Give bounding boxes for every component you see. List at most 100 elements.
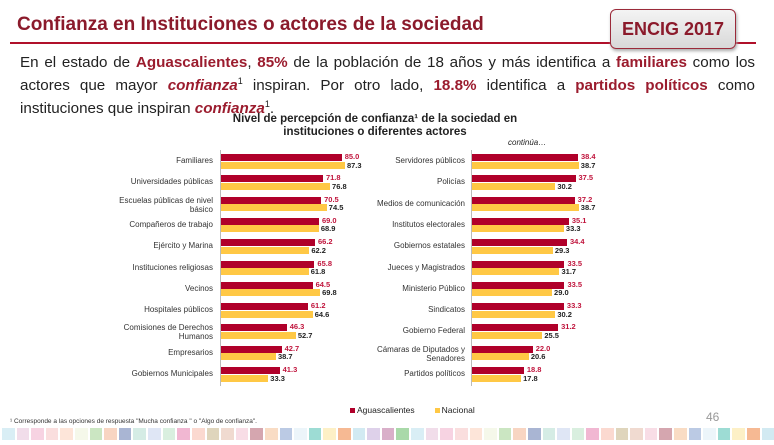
value-label: 33.3 [565, 224, 581, 234]
bar-aguascalientes [472, 281, 565, 289]
decorative-tile [133, 428, 147, 440]
category-label: Comisiones de Derechos Humanos [123, 323, 213, 342]
bar-nacional [221, 353, 276, 361]
value-label: 42.7 [284, 343, 300, 353]
category-label: Partidos políticos [404, 369, 465, 378]
decorative-tile [484, 428, 497, 440]
value-label: 29.0 [554, 288, 569, 298]
page-title: Confianza en Instituciones o actores de … [17, 14, 484, 35]
chart-title-line1: Nivel de percepción de confianza¹ de la … [232, 113, 518, 125]
decorative-tile [674, 428, 687, 440]
value-label: 87.3 [346, 160, 362, 170]
paragraph-segment: . [269, 100, 275, 118]
value-label: 35.1 [571, 215, 587, 225]
bar-aguascalientes [472, 260, 565, 268]
category-label: Escuelas públicas de nivel básico [119, 195, 213, 214]
legend-nacional: Nacional [434, 405, 475, 415]
value-label: 64.6 [314, 309, 330, 319]
decorative-tile [191, 428, 205, 440]
decorative-tile [162, 428, 176, 440]
decorative-tile [688, 428, 702, 440]
value-label: 25.5 [544, 330, 559, 340]
paragraph-segment: , [247, 54, 258, 71]
bar-nacional [472, 225, 564, 233]
bar-aguascalientes [472, 303, 564, 311]
decorative-tile [542, 428, 556, 440]
category-label: Gobiernos estatales [393, 241, 465, 251]
bar-aguascalientes [221, 281, 313, 289]
decorative-tile [717, 428, 731, 440]
decorative-tile [235, 428, 249, 440]
decorative-tile [761, 428, 774, 440]
value-label: 69.8 [322, 288, 337, 298]
decorative-tile [586, 428, 599, 440]
bar-aguascalientes [221, 324, 287, 332]
value-label: 22.0 [535, 343, 551, 353]
bar-aguascalientes [472, 154, 578, 161]
continued-note: continúa… [508, 138, 547, 147]
paragraph-segment: 1 [237, 76, 243, 86]
decorative-tile [89, 428, 103, 440]
category-label: Familiares [176, 156, 213, 165]
value-label: 30.2 [557, 181, 572, 191]
category-label: Gobiernos Municipales [131, 369, 213, 378]
value-label: 31.7 [561, 267, 577, 276]
value-label: 68.9 [320, 224, 336, 234]
category-label: Gobierno Federal [402, 326, 465, 336]
bar-aguascalientes [221, 303, 308, 311]
decorative-tile [571, 428, 585, 440]
decorative-tile [396, 428, 410, 440]
bar-aguascalientes [221, 345, 282, 353]
paragraph-segment: familiares [616, 54, 687, 71]
value-label: 61.2 [310, 301, 326, 311]
value-label: 70.5 [324, 194, 339, 204]
bar-aguascalientes [221, 367, 280, 374]
bar-nacional [221, 289, 321, 297]
bar-nacional [221, 331, 296, 339]
decorative-tile [31, 428, 44, 440]
bar-nacional [472, 331, 543, 339]
value-label: 76.8 [332, 181, 347, 191]
category-label: Policías [436, 177, 465, 187]
value-label: 62.2 [311, 245, 326, 255]
decorative-tile [250, 428, 263, 440]
footnote: ¹ Corresponde a las opciones de respuest… [10, 418, 257, 425]
value-label: 20.6 [530, 352, 546, 362]
bar-aguascalientes [221, 175, 323, 183]
decorative-tile [659, 428, 673, 440]
bar-aguascalientes [221, 154, 342, 161]
decorative-tile [104, 428, 117, 440]
decorative-tile [279, 428, 293, 440]
category-label: Vecinos [184, 283, 213, 293]
value-label: 71.8 [325, 173, 341, 183]
decorative-tile [367, 428, 380, 440]
value-label: 65.8 [317, 258, 333, 268]
paragraph-segment: 85% [257, 54, 288, 71]
value-label: 38.4 [580, 152, 596, 161]
decorative-tile [454, 428, 468, 440]
paragraph-segment: identifica a [476, 77, 576, 95]
chart-title-line2: instituciones o diferentes actores [283, 126, 467, 138]
decorative-tile [732, 428, 746, 440]
decorative-tile [338, 428, 351, 440]
decorative-tile [600, 428, 614, 440]
value-label: 33.5 [567, 258, 583, 268]
bar-nacional [221, 204, 327, 212]
paragraph-segment: En el estado de [20, 54, 136, 71]
decorative-tile [264, 428, 278, 440]
value-label: 18.8 [526, 365, 542, 374]
summary-paragraph: En el estado de Aguascalientes, 85% de l… [20, 53, 755, 118]
bar-aguascalientes [472, 324, 559, 332]
category-label: Ministerio Público [402, 283, 465, 293]
page-number: 46 [706, 410, 720, 424]
decorative-tile [2, 428, 15, 440]
value-label: 61.8 [310, 267, 326, 276]
value-label: 33.5 [567, 279, 583, 289]
value-label: 38.7 [580, 160, 596, 170]
bar-aguascalientes [472, 367, 524, 374]
value-label: 38.7 [277, 352, 293, 362]
category-label: Cámaras de Diputados y Senadores [376, 344, 465, 363]
category-label: Servidores públicos [395, 156, 465, 165]
category-label: Hospitales públicos [144, 305, 213, 315]
paragraph-segment: de la población de 18 años y más identif… [287, 54, 617, 71]
